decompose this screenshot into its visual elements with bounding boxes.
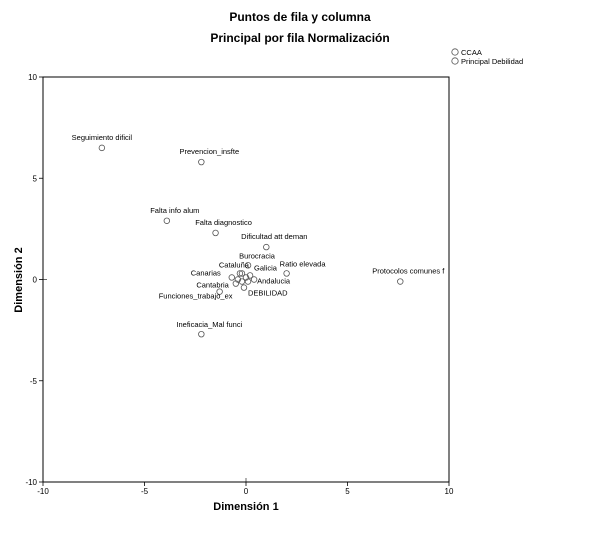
x-tick-label: 10 <box>445 487 454 496</box>
point-marker <box>232 280 240 287</box>
y-axis-title: Dimensión 2 <box>13 247 25 312</box>
chart-subtitle: Principal por fila Normalización <box>210 31 389 45</box>
x-tick-label: 5 <box>345 487 350 496</box>
point-label: Funciones_trabajo_ex <box>159 292 233 301</box>
point-marker <box>240 284 248 291</box>
point-label: Ineficacia_Mal funci <box>176 320 242 329</box>
point-marker <box>98 144 106 152</box>
point-marker <box>238 278 246 285</box>
point-marker <box>216 288 223 295</box>
point-label: Prevencion_insfte <box>180 147 240 156</box>
point-marker <box>238 270 246 277</box>
y-tick-label: 10 <box>28 73 37 82</box>
point-marker <box>198 158 205 166</box>
x-tick-label: 0 <box>244 487 249 496</box>
point-marker <box>234 276 242 283</box>
point-marker <box>244 278 252 285</box>
legend-marker <box>451 57 459 65</box>
point-marker <box>263 243 270 251</box>
point-marker <box>246 272 254 279</box>
point-label: Burocracia <box>239 251 276 260</box>
point-marker <box>397 278 404 285</box>
point-label: Cantabria <box>196 281 229 290</box>
legend-entry: CCAA <box>461 48 482 57</box>
x-axis-ticks: -10 -5 0 5 10 <box>37 482 454 496</box>
point-marker <box>163 217 171 224</box>
point-label: Seguimiento dificil <box>72 133 133 142</box>
chart-title: Puntos de fila y columna <box>229 10 371 24</box>
x-axis-title: Dimensión 1 <box>213 501 278 513</box>
y-axis-ticks: 10 5 0 -5 -10 <box>25 73 43 487</box>
point-label: Galicia <box>254 263 278 272</box>
y-tick-label: -10 <box>25 478 37 487</box>
data-points: Seguimiento dificil Prevencion_insfte Falt… <box>72 133 445 338</box>
point-marker <box>250 276 258 283</box>
point-label: DEBILIDAD <box>248 289 288 298</box>
y-tick-label: 5 <box>33 174 38 183</box>
point-marker <box>242 274 250 281</box>
x-tick-label: -5 <box>141 487 149 496</box>
point-marker <box>236 270 244 277</box>
point-label: Ratio elevada <box>280 259 327 268</box>
point-marker <box>198 330 205 338</box>
point-label: Falta diagnostico <box>195 218 252 227</box>
point-label: Andalucia <box>257 277 291 286</box>
point-marker <box>283 270 290 277</box>
legend-marker <box>451 48 459 56</box>
point-marker <box>212 229 219 237</box>
point-marker <box>228 274 235 281</box>
point-marker <box>244 262 252 269</box>
y-tick-label: 0 <box>33 276 38 285</box>
legend-entry: Principal Debilidad <box>461 57 523 66</box>
point-label: Canarias <box>191 268 221 277</box>
x-tick-label: -10 <box>37 487 49 496</box>
point-label: Falta info alum <box>150 206 199 215</box>
y-tick-label: -5 <box>30 377 38 386</box>
point-label: Protocolos comunes f <box>372 267 445 276</box>
point-label: Dificultad att deman <box>241 232 307 241</box>
point-label: Cataluña <box>219 260 250 269</box>
